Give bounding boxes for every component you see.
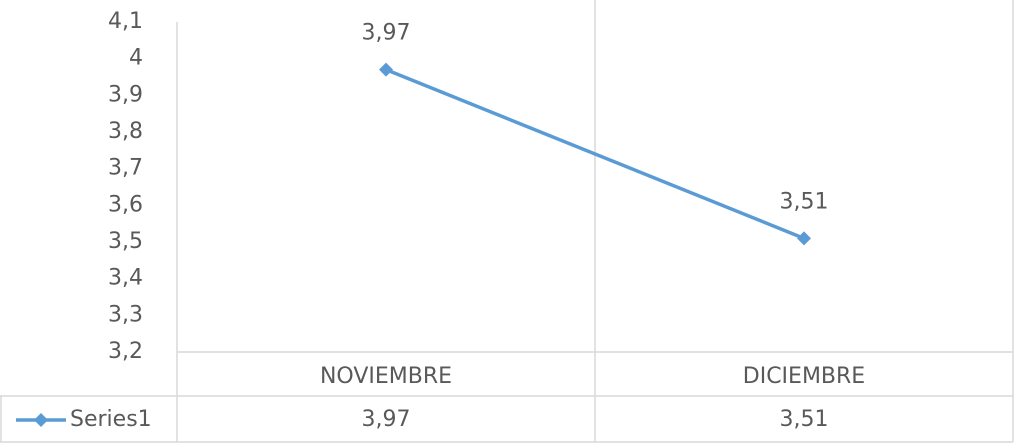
y-tick-label: 3,4 [108,266,143,291]
y-tick-label: 3,2 [108,339,143,364]
y-tick-label: 3,7 [108,156,143,181]
marker [379,62,393,77]
y-tick-label: 3,9 [108,82,143,107]
y-tick-label: 4,1 [108,9,143,34]
y-tick-label: 4 [129,46,143,71]
legend-marker [34,413,48,427]
x-tick-label: DICIEMBRE [743,364,865,389]
table-value: 3,97 [362,407,411,432]
x-tick-label: NOVIEMBRE [320,364,452,389]
y-tick-label: 3,5 [108,229,143,254]
data-label: 3,51 [780,189,829,214]
table-value: 3,51 [780,407,829,432]
y-tick-label: 3,8 [108,119,143,144]
marker [797,231,811,246]
data-label: 3,97 [362,21,411,46]
legend-label: Series1 [70,407,152,432]
y-tick-label: 3,6 [108,192,143,217]
y-tick-label: 3,3 [108,302,143,327]
series-line [385,68,805,240]
